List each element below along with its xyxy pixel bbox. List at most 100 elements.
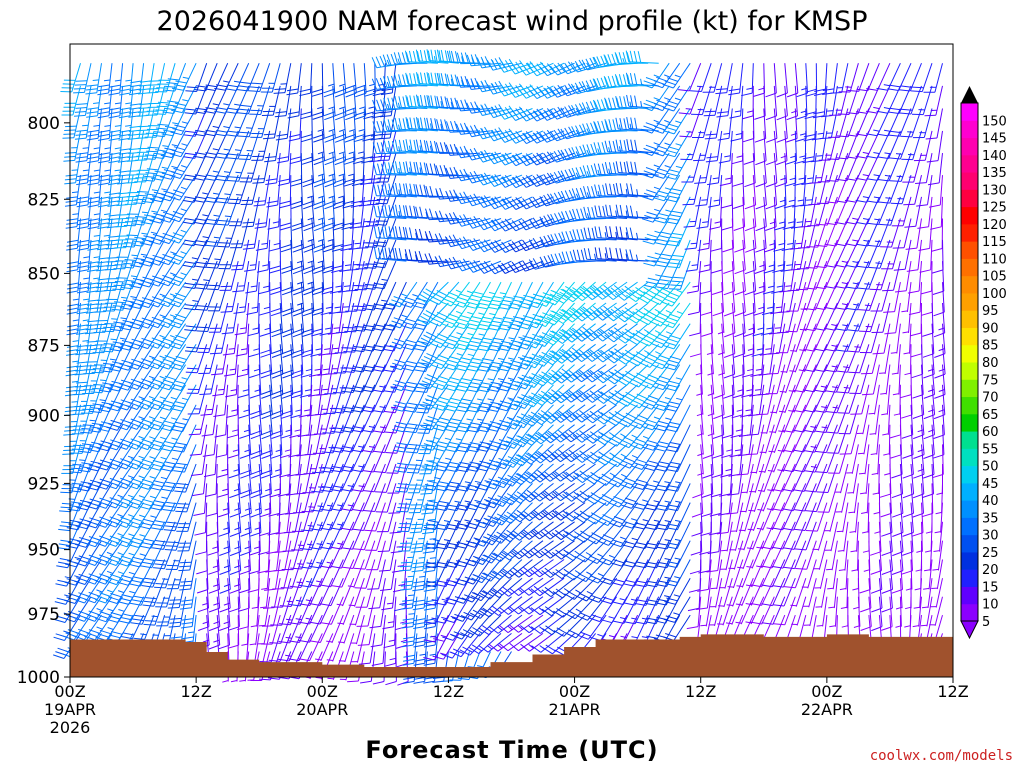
- barb-half-feather: [110, 338, 117, 341]
- barb-feather: [158, 385, 170, 391]
- barb-staff: [142, 614, 155, 644]
- barb-staff: [117, 196, 124, 227]
- barb-feather: [108, 615, 120, 620]
- barb-half-feather: [93, 191, 101, 194]
- wind-barb: [162, 85, 187, 114]
- barb-half-feather: [72, 213, 79, 215]
- barb-half-feather: [297, 302, 304, 306]
- barb-staff: [167, 281, 187, 307]
- wind-barb: [201, 404, 218, 437]
- barb-staff: [127, 175, 134, 205]
- barb-feather: [402, 226, 406, 239]
- barb-staff: [149, 502, 166, 530]
- barb-feather: [155, 540, 167, 543]
- barb-feather: [433, 163, 438, 175]
- barb-half-feather: [333, 327, 340, 329]
- wind-barb: [206, 260, 229, 291]
- wind-barb: [311, 63, 324, 97]
- barb-feather: [58, 528, 70, 532]
- barb-feather: [73, 393, 86, 396]
- barb-half-feather: [212, 148, 219, 151]
- barb-feather: [270, 307, 282, 313]
- barb-staff: [75, 384, 81, 415]
- barb-feather: [77, 286, 89, 290]
- barb-half-feather: [379, 426, 387, 429]
- barb-feather: [384, 204, 388, 217]
- barb-half-feather: [203, 279, 210, 282]
- barb-feather: [394, 161, 398, 173]
- barb-feather: [411, 569, 423, 573]
- barb-half-feather: [71, 191, 79, 194]
- barb-feather: [147, 282, 159, 287]
- wind-barb: [166, 559, 187, 590]
- barb-half-feather: [297, 281, 304, 285]
- barb-half-feather: [286, 618, 293, 621]
- barb-half-feather: [103, 234, 110, 237]
- barb-feather: [165, 545, 178, 547]
- barb-feather: [206, 240, 219, 244]
- barb-staff: [186, 483, 197, 513]
- barb-feather: [66, 307, 79, 311]
- wind-barb: [206, 502, 219, 537]
- barb-feather: [315, 413, 327, 416]
- barb-feather: [217, 219, 230, 222]
- wind-barb: [194, 502, 208, 536]
- barb-staff: [189, 540, 197, 571]
- barb-half-feather: [246, 127, 253, 129]
- barb-half-feather: [139, 553, 146, 557]
- barb-feather: [88, 430, 100, 433]
- barb-feather: [394, 95, 398, 108]
- barb-feather: [87, 160, 99, 164]
- wind-barb: [398, 521, 418, 552]
- barb-feather: [105, 484, 117, 490]
- barb-feather: [410, 550, 423, 553]
- wind-barb: [142, 578, 166, 607]
- barb-feather: [108, 174, 121, 178]
- barb-feather: [184, 174, 197, 178]
- barb-feather: [304, 453, 317, 456]
- barb-feather: [184, 329, 196, 332]
- barb-feather: [413, 622, 425, 625]
- barb-feather: [429, 185, 434, 198]
- barb-feather: [137, 485, 149, 490]
- barb-feather: [128, 92, 141, 96]
- wind-barb: [180, 596, 197, 629]
- wind-barb: [194, 260, 218, 290]
- barb-feather: [226, 157, 238, 160]
- barb-feather: [342, 370, 354, 373]
- wind-barb: [161, 108, 187, 137]
- barb-feather: [98, 178, 110, 182]
- barb-feather: [88, 196, 100, 200]
- barb-feather: [109, 152, 121, 156]
- wind-barb: [66, 239, 81, 273]
- barb-feather: [181, 618, 194, 621]
- barb-feather: [99, 370, 112, 373]
- barb-feather: [80, 431, 92, 434]
- wind-barb: [117, 559, 145, 586]
- barb-feather: [154, 170, 166, 174]
- barb-staff: [87, 239, 92, 270]
- barb-half-feather: [398, 146, 401, 153]
- barb-feather: [110, 364, 122, 368]
- barb-feather: [59, 525, 72, 528]
- barb-feather: [429, 163, 434, 175]
- barb-feather: [395, 401, 407, 405]
- barb-feather: [124, 259, 136, 261]
- barb-feather: [129, 520, 141, 526]
- barb-feather: [142, 179, 155, 182]
- barb-feather: [98, 389, 111, 393]
- barb-feather: [110, 612, 122, 617]
- barb-staff: [80, 444, 92, 473]
- barb-feather: [175, 80, 187, 84]
- barb-half-feather: [160, 476, 168, 480]
- barb-feather: [260, 349, 272, 354]
- barb-staff: [179, 152, 197, 179]
- wind-barb: [140, 196, 166, 225]
- wind-barb: [76, 282, 92, 315]
- wind-barb: [134, 152, 155, 183]
- barb-half-feather: [71, 169, 78, 171]
- barb-staff: [293, 521, 302, 552]
- wind-barb: [66, 282, 81, 315]
- barb-half-feather: [344, 285, 351, 287]
- barb-half-feather: [140, 253, 148, 256]
